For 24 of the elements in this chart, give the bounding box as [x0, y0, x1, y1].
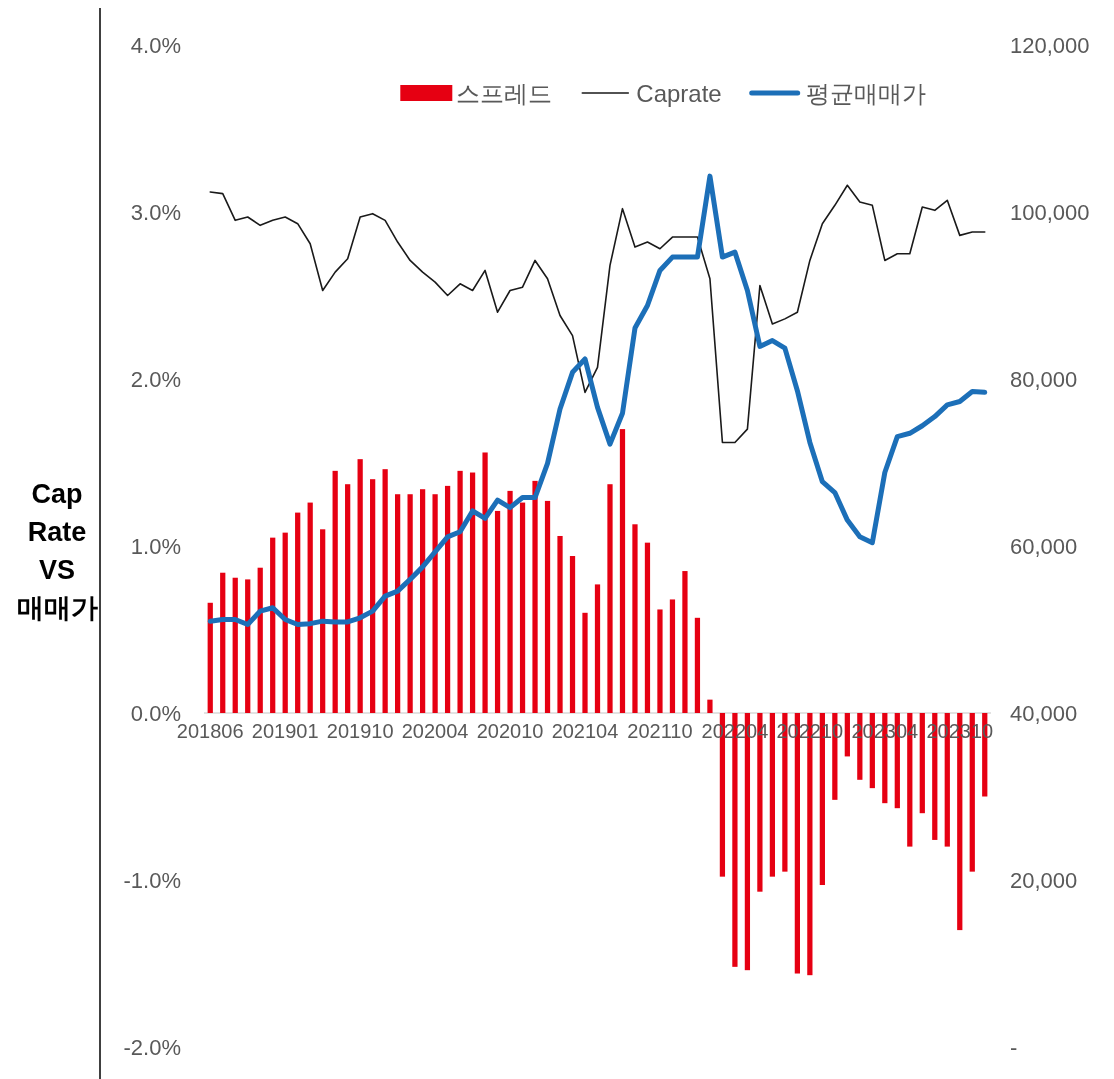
y2-tick-label: 100,000 [1010, 199, 1090, 225]
legend-label: 스프레드 [456, 79, 553, 107]
y2-tick-label: 60,000 [1010, 533, 1078, 559]
legend-label: Caprate [636, 79, 722, 107]
y2-tick-label: - [1010, 1034, 1018, 1060]
x-tick-label: 202004 [401, 720, 469, 742]
y-tick-label: -2.0% [123, 1034, 181, 1060]
y-tick-label: 2.0% [130, 366, 181, 392]
y2-tick-label: 120,000 [1010, 32, 1090, 58]
y2-tick-label: 40,000 [1010, 700, 1078, 726]
y-tick-label: 3.0% [130, 199, 181, 225]
title: Cap Rate VS 매매가 [16, 479, 98, 623]
x-tick-label: 202010 [476, 720, 544, 742]
x-tick-label: 201806 [176, 720, 244, 742]
x-tick-label: 202110 [627, 720, 693, 742]
y-tick-label: 1.0% [130, 533, 181, 559]
x-tick-label: 201910 [326, 720, 394, 742]
x-tick-label: 201901 [251, 720, 319, 742]
legend-label: 평균매매가 [805, 79, 926, 107]
y2-tick-label: 80,000 [1010, 366, 1078, 392]
y-tick-label: 4.0% [130, 32, 181, 58]
y-tick-label: -1.0% [123, 867, 181, 893]
y2-tick-label: 20,000 [1010, 867, 1078, 893]
x-tick-label: 202104 [551, 720, 619, 742]
